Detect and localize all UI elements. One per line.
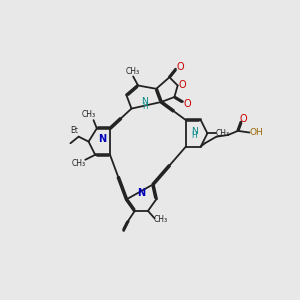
Text: CH₃: CH₃ (126, 67, 140, 76)
Text: CH₃: CH₃ (82, 110, 96, 119)
Text: CH₃: CH₃ (72, 159, 86, 168)
Text: OH: OH (249, 128, 263, 137)
Text: CH₃: CH₃ (153, 215, 167, 224)
Text: H: H (191, 131, 197, 140)
Text: O: O (179, 80, 186, 91)
Text: H: H (142, 102, 148, 111)
Text: N: N (98, 134, 106, 144)
Text: Et: Et (70, 125, 79, 134)
Text: N: N (191, 127, 197, 136)
Text: O: O (184, 100, 191, 110)
Text: O: O (240, 113, 247, 124)
Text: N: N (141, 98, 148, 106)
Text: O: O (176, 61, 184, 71)
Text: N: N (137, 188, 146, 198)
Text: CH₃: CH₃ (216, 129, 230, 138)
